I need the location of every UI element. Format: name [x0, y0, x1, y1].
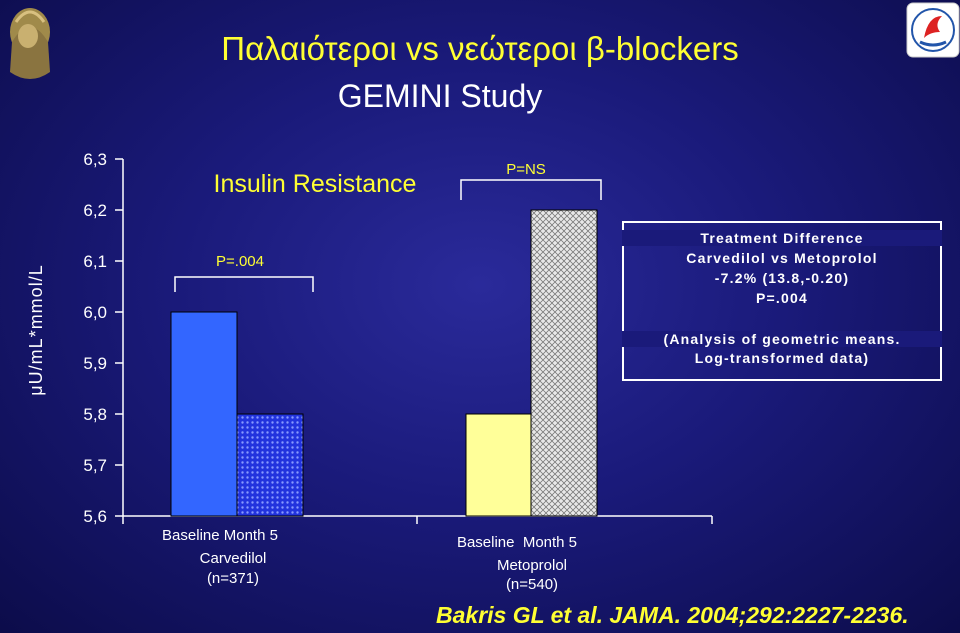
treatment-difference-box	[622, 221, 942, 381]
chart-title: Insulin Resistance	[214, 170, 417, 198]
group1-label-line1: Baseline Month 5	[162, 527, 278, 544]
citation: Bakris GL et al. JAMA. 2004;292:2227-223…	[436, 602, 909, 628]
infobox-line5: (Analysis of geometric means.	[622, 331, 942, 347]
infobox-line6: Log-transformed data)	[694, 350, 870, 366]
infobox-line4: P=.004	[756, 290, 808, 306]
y-tick-label: 5,8	[83, 405, 107, 424]
p-value-carvedilol: P=.004	[216, 253, 264, 270]
y-tick-label: 6,0	[83, 303, 107, 322]
bar-carvedilol-baseline	[170, 311, 238, 517]
y-axis-label: μU/mL*mmol/L	[26, 264, 46, 395]
y-tick-label: 5,6	[83, 507, 107, 526]
bar-carvedilol-month5	[236, 413, 304, 517]
bracket-carvedilol	[174, 276, 314, 292]
slide-title: Παλαιότεροι vs νεώτεροι β-blockers	[221, 30, 739, 67]
y-tick-label: 6,2	[83, 201, 107, 220]
group2-label-line2: Metoprolol	[497, 557, 567, 574]
society-logo	[906, 2, 960, 58]
y-tick-label: 5,9	[83, 354, 107, 373]
bracket-metoprolol	[460, 179, 602, 200]
y-tick-label: 6,3	[83, 150, 107, 169]
p-value-metoprolol: P=NS	[506, 161, 546, 178]
group2-label-line3: (n=540)	[506, 576, 558, 593]
bar-metoprolol-baseline	[465, 413, 533, 517]
group1-label-line3: (n=371)	[207, 570, 259, 587]
infobox-line1: Treatment Difference	[622, 230, 942, 246]
infobox-line3: -7.2% (13.8,-0.20)	[714, 270, 850, 286]
slide-subtitle: GEMINI Study	[337, 78, 543, 114]
group2-label-line1: Baseline Month 5	[457, 534, 577, 551]
bar-metoprolol-month5	[530, 209, 598, 517]
y-tick-label: 6,1	[83, 252, 107, 271]
infobox-line2: Carvedilol vs Metoprolol	[686, 250, 878, 266]
group1-label-line2: Carvedilol	[200, 550, 267, 567]
y-tick-label: 5,7	[83, 456, 107, 475]
university-logo	[10, 8, 50, 79]
